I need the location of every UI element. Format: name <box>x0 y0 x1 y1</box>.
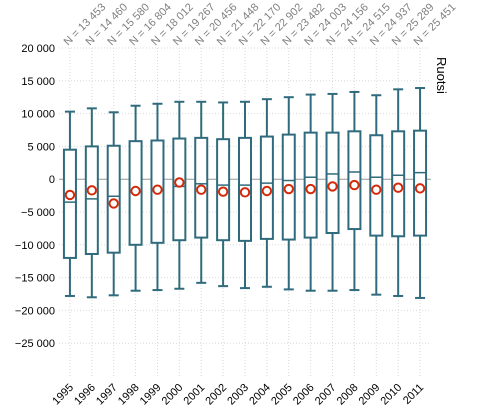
y-tick-label: 20 000 <box>21 43 55 55</box>
mean-marker <box>174 177 185 188</box>
y-tick-label: −10 000 <box>15 240 55 252</box>
mean-marker <box>217 186 229 197</box>
x-tick-label: 1996 <box>72 382 98 408</box>
x-tick-label: 2011 <box>401 382 426 407</box>
y-tick-label: −5 000 <box>21 207 55 219</box>
x-tick-label: 2004 <box>247 382 273 408</box>
mean-marker <box>86 185 98 196</box>
y-tick-label: 5 000 <box>27 141 55 153</box>
x-tick-label: 2002 <box>203 382 229 408</box>
y-tick-labels: 20 000 15 000 10 000 5 000 0 −5 000 −10 000 −15… <box>15 43 55 350</box>
mean-marker <box>349 179 360 191</box>
mean-marker <box>327 181 338 192</box>
x-tick-label: 2007 <box>313 382 339 408</box>
y-tick-label: 0 <box>49 174 55 186</box>
x-tick-label: 2000 <box>160 382 186 408</box>
x-tick-label: 2006 <box>291 382 317 408</box>
mean-marker <box>196 184 207 195</box>
x-tick-label: 1995 <box>50 382 76 408</box>
x-tick-labels: 1995199619971998199920002001200220032004… <box>50 382 426 408</box>
y-tick-label: −25 000 <box>15 338 55 350</box>
x-tick-label: 1998 <box>116 382 142 408</box>
y-tick-label: 15 000 <box>21 76 55 88</box>
mean-marker <box>283 183 294 195</box>
box-1995 <box>62 148 77 259</box>
x-tick-label: 1997 <box>94 382 120 408</box>
x-tick-label: 2003 <box>225 382 251 408</box>
mean-marker <box>239 187 251 198</box>
mean-marker <box>152 184 163 195</box>
mean-marker <box>130 185 141 197</box>
x-tick-label: 2009 <box>357 382 383 408</box>
y-tick-label: −15 000 <box>15 273 55 285</box>
mean-marker <box>108 198 119 209</box>
x-tick-label: 2001 <box>182 382 208 408</box>
box-2011 <box>413 129 428 237</box>
x-tick-label: 2008 <box>335 382 361 408</box>
x-tick-label: 2010 <box>378 382 404 408</box>
box-1996 <box>84 145 99 255</box>
y-tick-label: −20 000 <box>15 305 55 317</box>
y-tick-label: 10 000 <box>21 109 55 121</box>
box-2000 <box>172 137 187 242</box>
x-tick-label: 1999 <box>138 382 164 408</box>
mean-marker <box>371 184 382 195</box>
mean-marker <box>305 183 316 195</box>
mean-marker <box>64 189 76 201</box>
mean-marker <box>261 185 273 197</box>
mean-marker <box>392 182 404 193</box>
chart-title: Ruotsi <box>434 57 449 94</box>
mean-marker-layer <box>64 177 426 209</box>
x-tick-label: 2005 <box>269 382 295 408</box>
mean-marker <box>414 183 426 194</box>
